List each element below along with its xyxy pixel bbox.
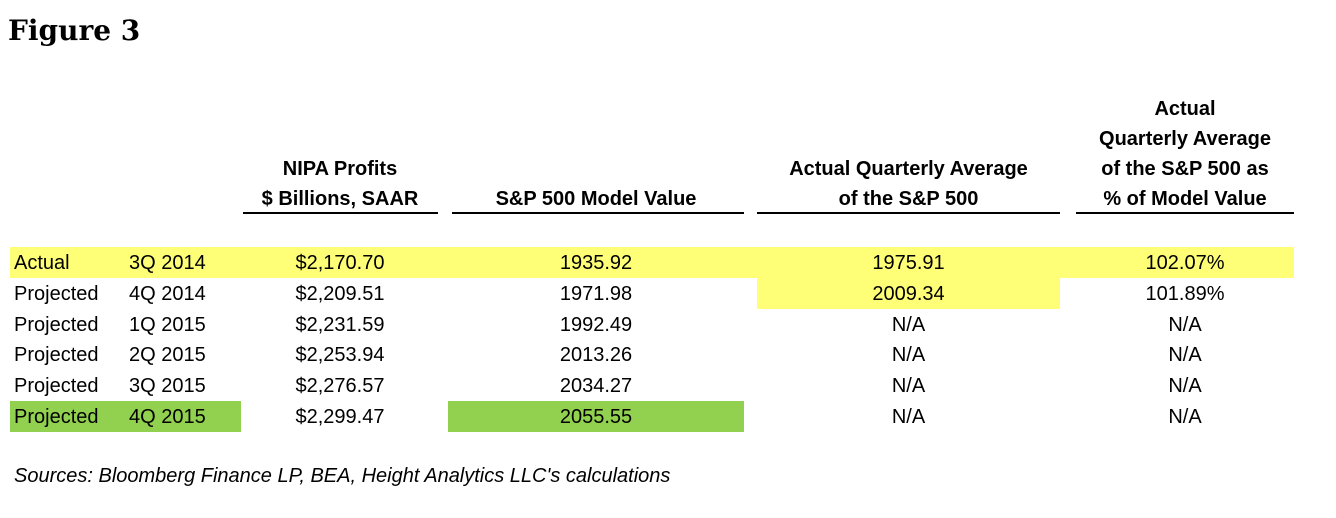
row-model: 1935.92 [559,252,633,274]
row-pct: N/A [1168,344,1202,366]
row-status: Projected [14,314,99,336]
row-actual-avg: 2009.34 [872,283,945,305]
row-quarter: 1Q 2015 [129,314,206,336]
underline-model [452,212,744,214]
figure-title: Figure 3 [8,14,141,47]
header-actual-avg: Actual Quarterly Average of the S&P 500 [757,154,1060,214]
row-quarter: 3Q 2015 [129,375,206,397]
header-actual-avg-line-1: Actual Quarterly Average [789,158,1028,180]
row-status: Projected [14,283,99,305]
header-pct-line-4: % of Model Value [1103,188,1267,210]
row-pct: N/A [1168,314,1202,336]
row-model: 1992.49 [559,314,633,336]
header-pct-line-1: Actual [1154,98,1216,120]
underline-actual-avg [757,212,1060,214]
row-actual-avg: N/A [891,344,926,366]
row-profits: $2,209.51 [295,283,385,305]
header-profits-line-1: NIPA Profits [282,158,398,180]
row-model: 2055.55 [559,406,633,428]
row-profits: $2,299.47 [295,406,385,428]
row-actual-avg: N/A [891,375,926,397]
row-quarter: 2Q 2015 [129,344,206,366]
row-model: 2013.26 [559,344,633,366]
row-pct: N/A [1168,375,1202,397]
row-profits: $2,253.94 [295,344,385,366]
row-profits: $2,170.70 [295,252,385,274]
row-status: Projected [14,406,99,428]
header-pct: Actual Quarterly Average of the S&P 500 … [1074,94,1296,214]
header-actual-avg-line-2: of the S&P 500 [838,188,979,210]
row-quarter: 4Q 2014 [129,283,206,305]
header-pct-line-2: Quarterly Average [1099,128,1271,150]
row-profits: $2,231.59 [295,314,385,336]
row-pct: 102.07% [1145,252,1225,274]
sources-note: Sources: Bloomberg Finance LP, BEA, Heig… [14,465,671,487]
underline-profits [243,212,438,214]
header-model-line-1: S&P 500 Model Value [495,188,697,210]
row-status: Projected [14,375,99,397]
highlight-actual-row [10,247,1294,278]
row-pct: 101.89% [1145,283,1225,305]
row-actual-avg: N/A [891,314,926,336]
row-actual-avg: 1975.91 [872,252,945,274]
row-actual-avg: N/A [891,406,926,428]
row-profits: $2,276.57 [295,375,385,397]
highlight-actual-avg-4q2014 [757,278,1060,309]
row-quarter: 3Q 2014 [129,252,206,274]
highlight-projected-4q2015-label [10,401,241,432]
header-pct-line-3: of the S&P 500 as [1101,158,1269,180]
row-model: 2034.27 [559,375,633,397]
row-pct: N/A [1168,406,1202,428]
highlight-model-4q2015 [448,401,744,432]
header-profits-line-2: $ Billions, SAAR [261,188,419,210]
header-profits: NIPA Profits $ Billions, SAAR [240,154,440,214]
row-model: 1971.98 [559,283,633,305]
underline-pct [1076,212,1294,214]
row-quarter: 4Q 2015 [129,406,206,428]
row-status: Actual [14,252,70,274]
row-status: Projected [14,344,99,366]
header-model: S&P 500 Model Value [448,184,744,214]
